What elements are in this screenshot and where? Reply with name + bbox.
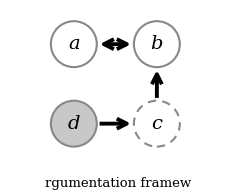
Circle shape <box>134 21 180 67</box>
Text: d: d <box>67 115 80 133</box>
Text: rgumentation framew: rgumentation framew <box>45 177 191 190</box>
Circle shape <box>51 21 97 67</box>
Text: c: c <box>152 115 162 133</box>
FancyArrowPatch shape <box>104 39 127 49</box>
Text: b: b <box>151 35 163 53</box>
FancyArrowPatch shape <box>100 119 127 129</box>
Circle shape <box>134 101 180 147</box>
Text: a: a <box>68 35 80 53</box>
FancyArrowPatch shape <box>152 74 162 98</box>
Circle shape <box>51 101 97 147</box>
